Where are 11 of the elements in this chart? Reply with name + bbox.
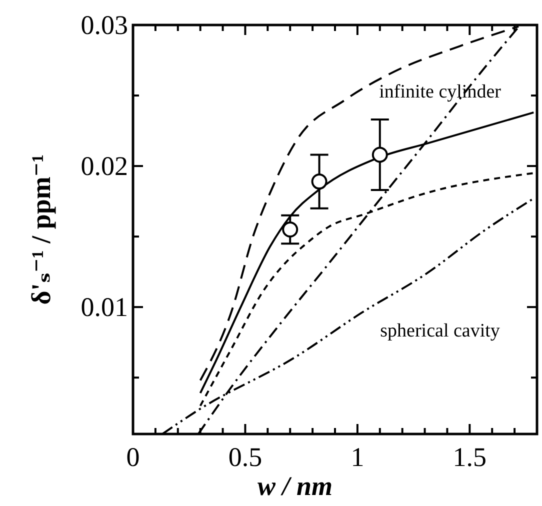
x-axis-title: w / nm: [257, 471, 333, 501]
x-tick-label: 1: [350, 442, 364, 472]
x-tick-label: 1.5: [452, 442, 487, 472]
annotation: infinite cylinder: [379, 81, 502, 102]
y-tick-label: 0.03: [80, 10, 128, 40]
x-tick-label: 0.5: [228, 442, 262, 472]
y-axis-title: δ'ₛ⁻¹ / ppm⁻¹: [26, 154, 56, 305]
annotation: spherical cavity: [380, 320, 500, 342]
y-tick-label: 0.01: [80, 292, 128, 322]
y-tick-label: 0.02: [80, 151, 128, 182]
x-tick-label: 0: [126, 442, 140, 472]
